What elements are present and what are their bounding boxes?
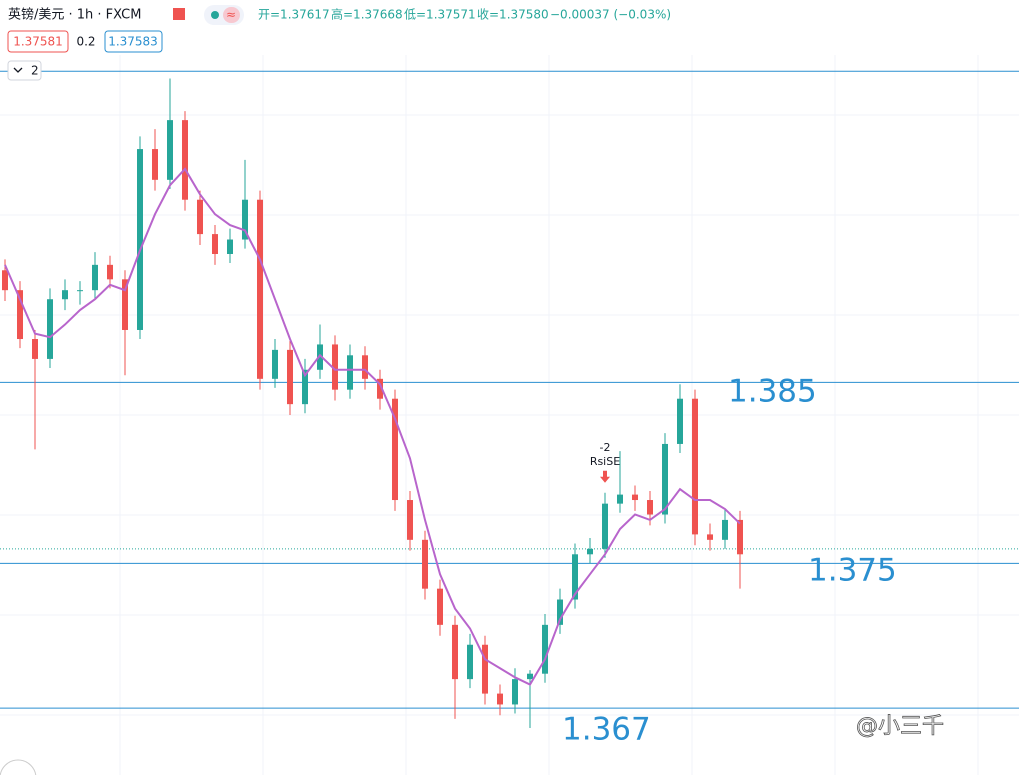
candle-body bbox=[692, 398, 698, 535]
flag-icon[interactable] bbox=[173, 8, 185, 20]
watermark: @小三千 bbox=[856, 714, 944, 739]
status-dot bbox=[211, 11, 219, 19]
candle-body bbox=[542, 624, 548, 674]
signal-count: -2 bbox=[600, 441, 611, 454]
level-label: 1.375 bbox=[808, 553, 897, 589]
ohlc-value: 高=1.37668 bbox=[331, 7, 403, 22]
candle-body bbox=[242, 199, 248, 240]
candle-body bbox=[482, 644, 488, 694]
candle-body bbox=[77, 290, 83, 292]
candle-body bbox=[467, 644, 473, 680]
candle-body bbox=[47, 299, 53, 359]
ohlc-row: 开=1.37617 高=1.37668 低=1.37571 收=1.37580 −0.0… bbox=[258, 7, 671, 22]
candle-body bbox=[272, 349, 278, 379]
candle-body bbox=[392, 398, 398, 501]
ohlc-value: 开=1.37617 bbox=[258, 8, 330, 22]
candle-body bbox=[377, 378, 383, 399]
candle-body bbox=[212, 234, 218, 254]
candle-body bbox=[587, 548, 593, 555]
candle-body bbox=[452, 624, 458, 680]
candle-body bbox=[632, 494, 638, 501]
wave-icon: ≈ bbox=[226, 8, 236, 22]
sell-price[interactable]: 1.37581 bbox=[13, 35, 63, 49]
candle-body bbox=[257, 199, 263, 379]
status-wave bbox=[223, 7, 240, 23]
signal-arrow bbox=[600, 470, 610, 483]
candle-body bbox=[512, 679, 518, 705]
signal-label: RsiSE bbox=[590, 455, 620, 468]
candle-body bbox=[647, 500, 653, 515]
candle-body bbox=[302, 369, 308, 405]
candle-body bbox=[92, 264, 98, 291]
candle-body bbox=[62, 290, 68, 300]
moving-average bbox=[4, 167, 741, 686]
candle-body bbox=[197, 199, 203, 235]
indicator-count[interactable]: 2 bbox=[31, 64, 39, 78]
candle-body bbox=[287, 349, 293, 405]
ohlc-value: 低=1.37571 bbox=[404, 8, 476, 22]
candle-body bbox=[122, 279, 128, 330]
indicator-toggle[interactable] bbox=[7, 60, 42, 81]
candle-body bbox=[527, 673, 533, 680]
candle-body bbox=[677, 398, 683, 444]
candle-body bbox=[137, 149, 143, 330]
level-label: 1.367 bbox=[562, 712, 651, 748]
candle-body bbox=[332, 344, 338, 390]
candle-body bbox=[347, 355, 353, 390]
level-label: 1.385 bbox=[728, 374, 817, 410]
buy-price[interactable]: 1.37583 bbox=[108, 35, 158, 49]
candle-body bbox=[182, 120, 188, 200]
ohlc-value: 收=1.37580 bbox=[477, 8, 549, 22]
candle-body bbox=[737, 519, 743, 555]
candle-body bbox=[227, 239, 233, 254]
candle-body bbox=[17, 290, 23, 340]
candle-body bbox=[362, 355, 368, 379]
candle-body bbox=[617, 494, 623, 504]
candle-body bbox=[497, 693, 503, 705]
candle-body bbox=[602, 503, 608, 549]
candle-body bbox=[407, 500, 413, 540]
candle-body bbox=[437, 588, 443, 625]
candle-body bbox=[32, 339, 38, 359]
chevron bbox=[13, 67, 23, 73]
corner-button[interactable] bbox=[0, 759, 37, 775]
buy-box[interactable] bbox=[104, 30, 163, 53]
candle-body bbox=[167, 120, 173, 180]
candle-body bbox=[152, 149, 158, 180]
candle-body bbox=[572, 554, 578, 600]
spread: 0.2 bbox=[76, 35, 95, 49]
symbol-title[interactable]: 英镑/美元 · 1h · FXCM bbox=[8, 7, 141, 23]
candle-body bbox=[107, 264, 113, 280]
candle-body bbox=[2, 270, 8, 291]
candle-body bbox=[557, 599, 563, 625]
candle-body bbox=[422, 539, 428, 589]
candle-body bbox=[707, 534, 713, 540]
sell-box[interactable] bbox=[7, 30, 69, 53]
ohlc-value: −0.00037 (−0.03%) bbox=[550, 8, 671, 22]
candle-body bbox=[662, 443, 668, 515]
candle-body bbox=[722, 519, 728, 540]
candle-body bbox=[317, 344, 323, 370]
